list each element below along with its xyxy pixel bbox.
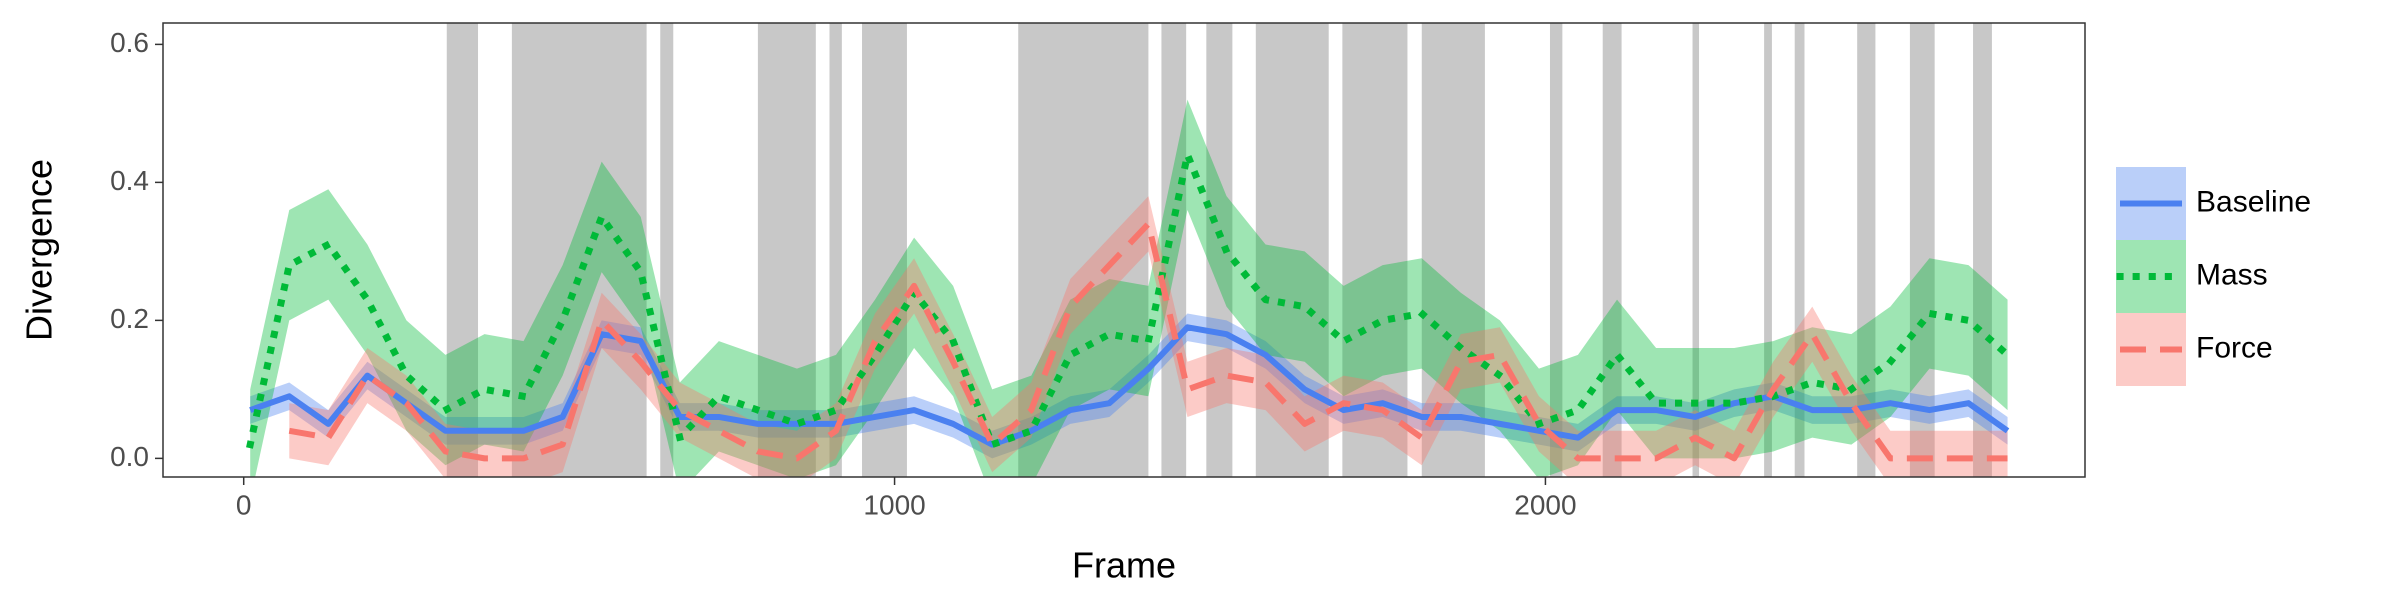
- shaded-region: [1764, 23, 1772, 477]
- shaded-region: [829, 23, 842, 477]
- shaded-region: [862, 23, 907, 477]
- shaded-region: [1973, 23, 1992, 477]
- plot-border: [162, 22, 2086, 478]
- x-tick-label: 2000: [1514, 489, 1576, 520]
- y-axis-title: Divergence: [19, 159, 60, 341]
- shaded-region: [1255, 23, 1329, 477]
- y-tick-label: 0.0: [110, 441, 149, 472]
- plot-area: [246, 23, 2013, 477]
- shaded-region: [1342, 23, 1408, 477]
- y-tick-label: 0.6: [110, 27, 149, 58]
- shaded-region: [1909, 23, 1935, 477]
- confidence-band: [289, 196, 2008, 477]
- shaded-region: [1018, 23, 1149, 477]
- y-tick-label: 0.4: [110, 165, 149, 196]
- shaded-region: [1161, 23, 1187, 477]
- shaded-region: [1692, 23, 1700, 477]
- confidence-band: [250, 99, 2008, 477]
- series-line: [249, 324, 2010, 448]
- x-tick-label: 0: [236, 489, 252, 520]
- y-tick-label: 0.2: [110, 303, 149, 334]
- x-tick-label: 1000: [863, 489, 925, 520]
- shaded-region: [511, 23, 647, 477]
- x-axis-title: Frame: [1072, 545, 1176, 586]
- legend-label: Force: [2196, 331, 2273, 364]
- shaded-region: [1794, 23, 1805, 477]
- legend-label: Mass: [2196, 258, 2268, 291]
- shaded-region: [757, 23, 816, 477]
- shaded-region: [660, 23, 674, 477]
- legend-label: Baseline: [2196, 185, 2311, 218]
- shaded-region: [1549, 23, 1563, 477]
- shaded-region: [1857, 23, 1876, 477]
- legend: Baseline Mass Force: [2116, 167, 2311, 386]
- shaded-region: [1421, 23, 1485, 477]
